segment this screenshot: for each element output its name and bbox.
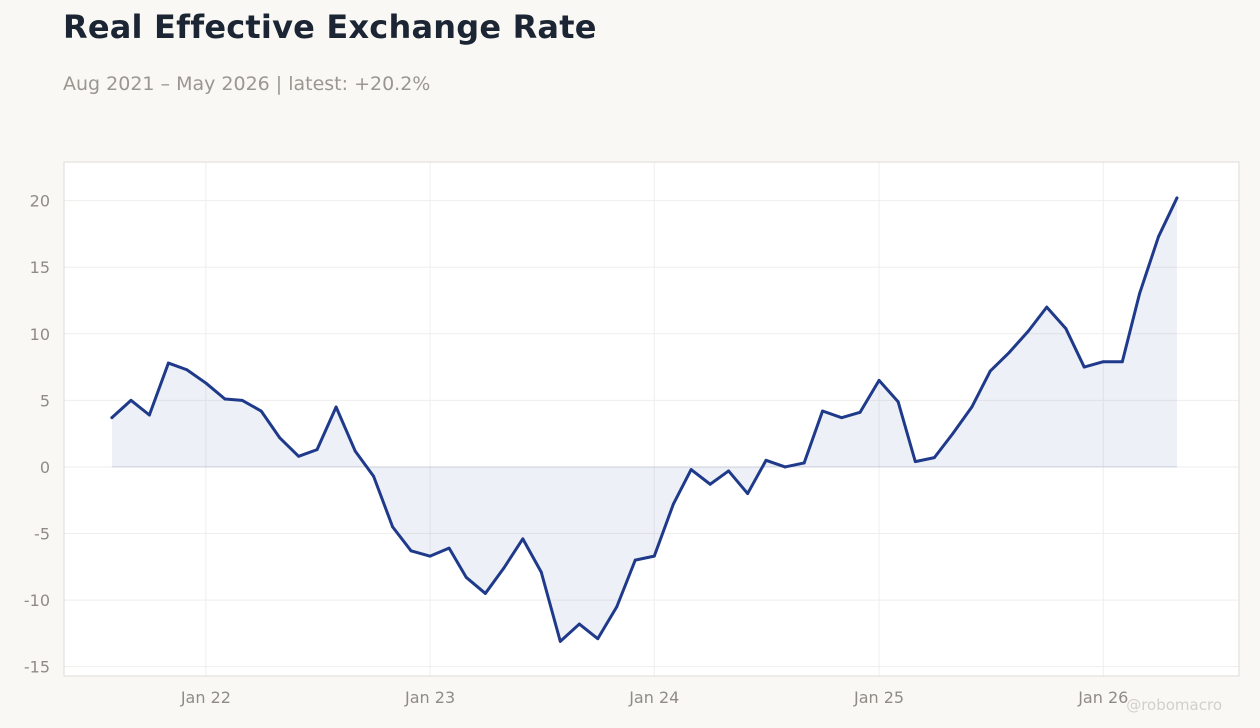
x-tick-label: Jan 25 <box>853 688 904 707</box>
data-point <box>1007 351 1011 354</box>
data-point <box>1082 365 1086 369</box>
grid-lines <box>64 162 1239 676</box>
y-tick-label: 10 <box>30 325 50 344</box>
data-point <box>708 482 712 486</box>
data-point <box>671 502 675 506</box>
data-point <box>821 409 824 413</box>
data-point <box>129 398 133 402</box>
plot-frame <box>63 161 1240 677</box>
series-line <box>110 196 1179 643</box>
plot-area <box>64 162 1239 676</box>
y-axis: -15 -10 -5 0 5 10 15 20 <box>24 192 50 677</box>
y-tick-label: -10 <box>24 591 50 610</box>
data-point <box>110 416 114 420</box>
data-point <box>278 436 281 440</box>
data-point <box>932 456 936 460</box>
x-axis: Jan 22 Jan 23 Jan 24 Jan 25 Jan 26 <box>180 688 1128 707</box>
x-tick-label: Jan 26 <box>1077 688 1128 707</box>
data-point <box>1101 360 1105 364</box>
data-point <box>521 537 525 541</box>
data-point <box>802 461 806 465</box>
data-point <box>1120 360 1124 364</box>
data-point <box>391 525 395 529</box>
y-tick-label: -15 <box>24 658 50 677</box>
data-point <box>970 405 974 409</box>
y-tick-label: 15 <box>30 258 50 277</box>
y-tick-label: 5 <box>40 391 50 410</box>
data-point <box>1064 327 1068 330</box>
data-point <box>223 397 227 401</box>
data-point <box>185 368 189 372</box>
data-point <box>372 474 375 478</box>
data-point <box>746 492 750 495</box>
data-point <box>896 400 900 404</box>
x-tick-label: Jan 24 <box>628 688 679 707</box>
data-point <box>988 369 992 373</box>
data-point <box>409 549 413 553</box>
data-point <box>447 546 451 550</box>
data-point <box>502 566 506 570</box>
y-tick-label: 0 <box>40 458 50 477</box>
data-point <box>1157 235 1160 238</box>
data-point <box>840 416 844 420</box>
data-point <box>1138 292 1141 296</box>
x-tick-label: Jan 22 <box>180 688 231 707</box>
data-point <box>913 460 917 464</box>
data-point <box>428 554 432 558</box>
data-point <box>334 405 338 409</box>
data-point <box>858 410 862 414</box>
data-point <box>633 558 637 562</box>
chart-title: Real Effective Exchange Rate <box>63 8 597 46</box>
data-point <box>167 361 170 365</box>
data-point <box>1026 329 1030 333</box>
y-tick-label: -5 <box>34 525 50 544</box>
data-point <box>147 413 151 417</box>
data-point <box>1045 305 1049 309</box>
data-point <box>483 592 487 595</box>
data-point <box>689 468 693 472</box>
data-point <box>596 637 600 641</box>
data-point <box>877 378 881 382</box>
data-point <box>464 576 468 579</box>
data-point <box>240 398 244 402</box>
data-point <box>577 622 581 626</box>
data-point <box>652 554 656 558</box>
data-point <box>315 448 319 452</box>
area-layer <box>110 196 1179 643</box>
data-point <box>558 639 562 643</box>
x-tick-label: Jan 23 <box>404 688 455 707</box>
data-point <box>539 570 543 574</box>
chart-subtitle: Aug 2021 – May 2026 | latest: +20.2% <box>63 73 431 95</box>
plot-border <box>63 161 1240 677</box>
y-tick-label: 20 <box>30 192 50 211</box>
data-point <box>764 458 768 462</box>
data-point <box>1175 196 1179 200</box>
data-point <box>951 432 955 436</box>
data-point <box>727 469 730 473</box>
data-point <box>353 449 357 453</box>
data-point <box>783 465 787 469</box>
data-point <box>204 381 208 385</box>
data-point <box>615 605 619 609</box>
data-point <box>297 454 301 458</box>
watermark: @robomacro <box>1126 696 1222 714</box>
data-point <box>259 409 263 413</box>
